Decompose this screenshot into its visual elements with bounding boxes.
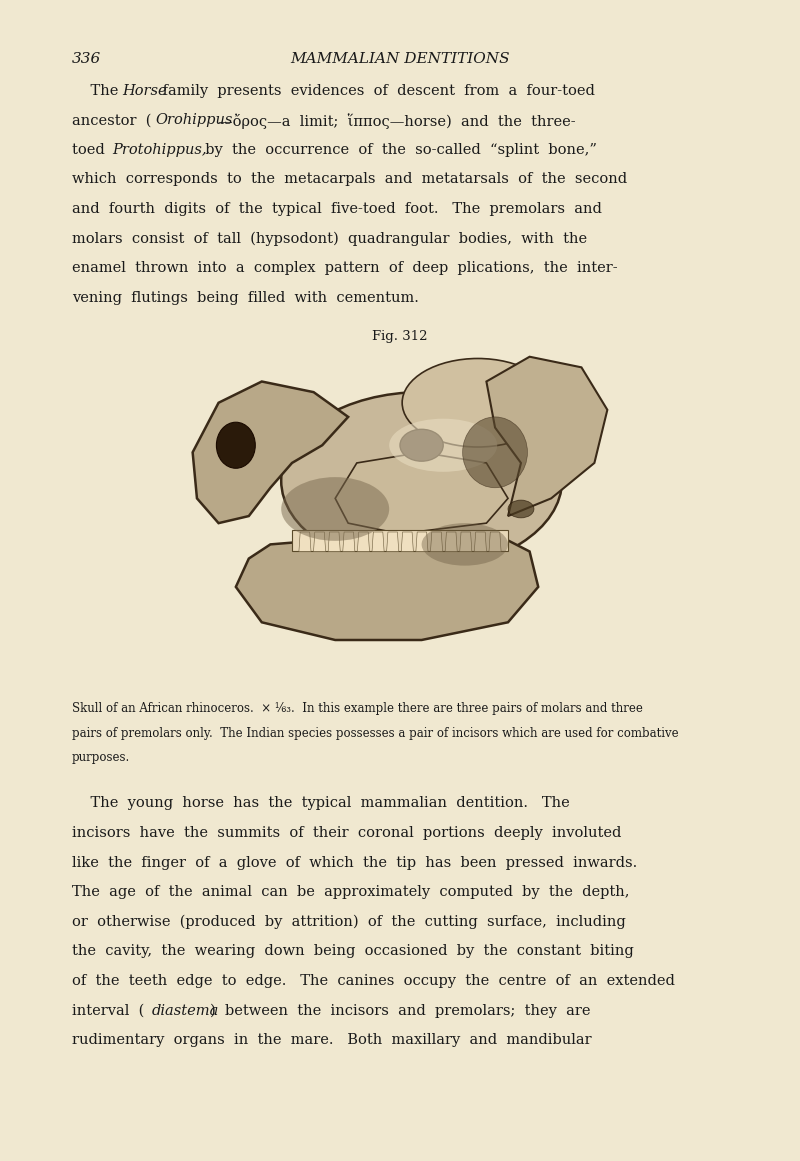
Text: )  between  the  incisors  and  premolars;  they  are: ) between the incisors and premolars; th…: [210, 1003, 590, 1018]
Ellipse shape: [422, 524, 508, 565]
Polygon shape: [402, 532, 414, 551]
Text: ancestor  (: ancestor (: [72, 114, 151, 128]
Polygon shape: [445, 532, 458, 551]
Polygon shape: [430, 532, 442, 551]
Text: incisors  have  the  summits  of  their  coronal  portions  deeply  involuted: incisors have the summits of their coron…: [72, 825, 622, 841]
Text: interval  (: interval (: [72, 1003, 144, 1018]
Polygon shape: [328, 532, 340, 551]
Polygon shape: [358, 532, 370, 551]
Text: —ὄρος—a  limit;  ἵππος—horse)  and  the  three-: —ὄρος—a limit; ἵππος—horse) and the thre…: [218, 114, 576, 129]
Polygon shape: [314, 532, 326, 551]
Text: Orohippus: Orohippus: [155, 114, 233, 128]
Text: toed: toed: [72, 143, 114, 157]
Text: by  the  occurrence  of  the  so-called  “splint  bone,”: by the occurrence of the so-called “spli…: [196, 143, 597, 157]
Text: family  presents  evidences  of  descent  from  a  four-toed: family presents evidences of descent fro…: [158, 84, 595, 98]
Text: The: The: [72, 84, 123, 98]
Text: molars  consist  of  tall  (hypsodont)  quadrangular  bodies,  with  the: molars consist of tall (hypsodont) quadr…: [72, 231, 587, 246]
Text: and  fourth  digits  of  the  typical  five-toed  foot.   The  premolars  and: and fourth digits of the typical five-to…: [72, 202, 602, 216]
Text: which  corresponds  to  the  metacarpals  and  metatarsals  of  the  second: which corresponds to the metacarpals and…: [72, 172, 627, 187]
Text: vening  flutings  being  filled  with  cementum.: vening flutings being filled with cement…: [72, 290, 419, 305]
Ellipse shape: [508, 500, 534, 518]
Ellipse shape: [390, 419, 498, 471]
Text: Protohippus,: Protohippus,: [112, 143, 206, 157]
Text: The  young  horse  has  the  typical  mammalian  dentition.   The: The young horse has the typical mammalia…: [72, 796, 570, 810]
Polygon shape: [386, 532, 398, 551]
Polygon shape: [342, 532, 355, 551]
Text: 336: 336: [72, 52, 102, 66]
Polygon shape: [460, 532, 472, 551]
Text: diastema: diastema: [152, 1003, 219, 1018]
Text: or  otherwise  (produced  by  attrition)  of  the  cutting  surface,  including: or otherwise (produced by attrition) of …: [72, 915, 626, 929]
Ellipse shape: [462, 417, 527, 488]
Polygon shape: [193, 382, 348, 524]
Text: like  the  finger  of  a  glove  of  which  the  tip  has  been  pressed  inward: like the finger of a glove of which the …: [72, 856, 638, 870]
Ellipse shape: [402, 359, 554, 447]
Text: Fig. 312: Fig. 312: [372, 330, 428, 342]
Polygon shape: [292, 531, 508, 551]
Polygon shape: [486, 356, 607, 515]
Polygon shape: [236, 534, 538, 640]
Polygon shape: [335, 453, 508, 534]
Text: MAMMALIAN DENTITIONS: MAMMALIAN DENTITIONS: [290, 52, 510, 66]
Text: of  the  teeth  edge  to  edge.   The  canines  occupy  the  centre  of  an  ext: of the teeth edge to edge. The canines o…: [72, 974, 675, 988]
Text: The  age  of  the  animal  can  be  approximately  computed  by  the  depth,: The age of the animal can be approximate…: [72, 885, 630, 900]
Polygon shape: [372, 532, 384, 551]
Ellipse shape: [282, 477, 390, 541]
Polygon shape: [474, 532, 486, 551]
Text: the  cavity,  the  wearing  down  being  occasioned  by  the  constant  biting: the cavity, the wearing down being occas…: [72, 944, 634, 959]
Text: Skull of an African rhinoceros.  × ⅙₃.  In this example there are three pairs of: Skull of an African rhinoceros. × ⅙₃. In…: [72, 702, 643, 715]
Polygon shape: [489, 532, 501, 551]
Ellipse shape: [282, 392, 562, 569]
Text: Horse: Horse: [122, 84, 167, 98]
Text: rudimentary  organs  in  the  mare.   Both  maxillary  and  mandibular: rudimentary organs in the mare. Both max…: [72, 1033, 592, 1047]
Ellipse shape: [216, 423, 255, 468]
Ellipse shape: [195, 348, 606, 684]
Ellipse shape: [400, 430, 443, 461]
Text: enamel  thrown  into  a  complex  pattern  of  deep  plications,  the  inter-: enamel thrown into a complex pattern of …: [72, 261, 618, 275]
Text: pairs of premolars only.  The Indian species possesses a pair of incisors which : pairs of premolars only. The Indian spec…: [72, 727, 678, 740]
Polygon shape: [416, 532, 428, 551]
Text: purposes.: purposes.: [72, 751, 130, 764]
Polygon shape: [299, 532, 311, 551]
